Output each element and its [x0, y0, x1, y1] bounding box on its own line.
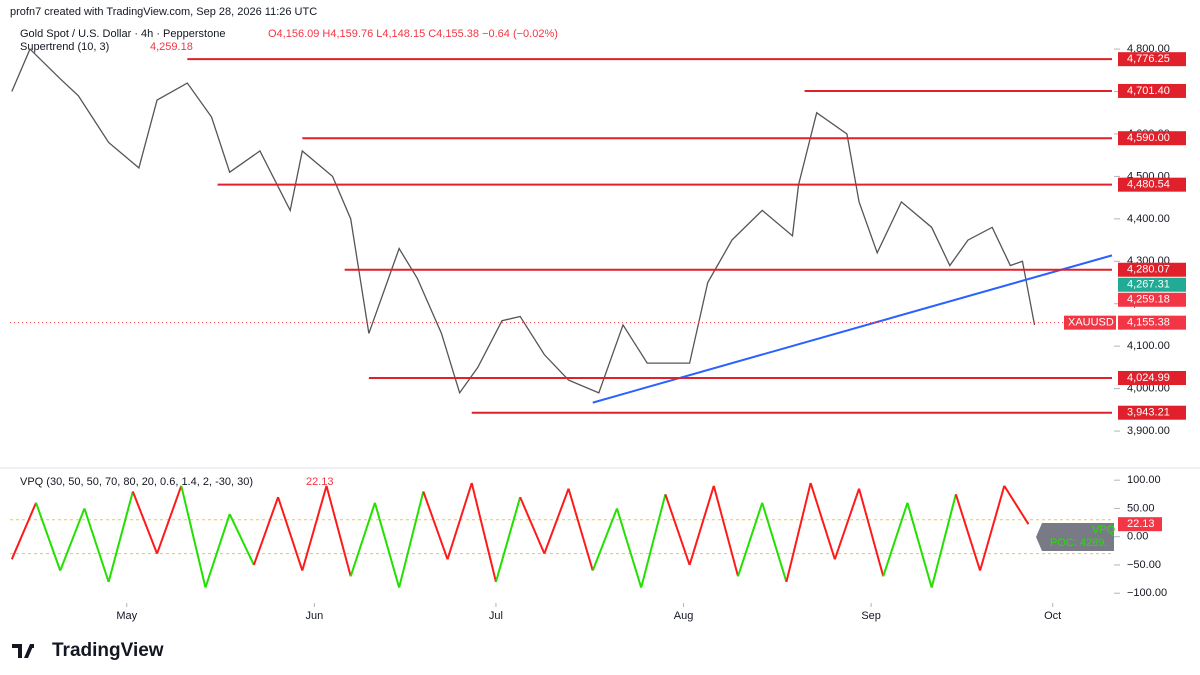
oscillator-segment: [470, 482, 497, 583]
oscillator-segment: [640, 494, 667, 588]
oscillator-segment: [398, 491, 425, 588]
y-tick-label: 4,000.00: [1127, 383, 1170, 395]
poc-label: POC: 4289.: [1050, 537, 1107, 549]
y-tick-label: −100.00: [1127, 587, 1167, 599]
price-tag-label: 4,267.31: [1127, 279, 1170, 291]
oscillator-segment: [131, 491, 158, 555]
oscillator-segment: [591, 508, 618, 571]
oscillator-segment: [979, 485, 1006, 571]
poc-tag: [1036, 523, 1114, 551]
price-tag: [1118, 405, 1186, 420]
indicator-current: 22.13: [306, 476, 334, 488]
price-tag: [1118, 177, 1186, 192]
y-tick-label: 100.00: [1127, 474, 1161, 486]
price-tag: [1118, 371, 1186, 386]
price-tag-label: 4,259.18: [1127, 294, 1170, 306]
price-tag: [1118, 315, 1186, 330]
oscillator-segment: [494, 496, 522, 583]
price-tag-label: 4,776.25: [1127, 53, 1170, 65]
current-tag-label: 22.13: [1127, 518, 1155, 530]
price-tag-label: 4,280.07: [1127, 264, 1170, 276]
logo-mark: [12, 644, 34, 658]
indicator-value: 4,259.18: [150, 41, 193, 53]
oscillator-segment: [228, 513, 255, 566]
price-tag-label: 4,024.99: [1127, 372, 1170, 384]
oscillator-segment: [180, 485, 207, 588]
oscillator-segment: [543, 488, 570, 555]
y-tick-label: 0.00: [1127, 531, 1148, 543]
symbol-tag-label: XAUUSD: [1068, 317, 1114, 329]
oscillator-segment: [349, 502, 376, 577]
oscillator-segment: [954, 494, 982, 571]
price-tag-label: 4,590.00: [1127, 132, 1170, 144]
oscillator-segment: [519, 496, 546, 555]
price-tag: [1118, 292, 1186, 307]
oscillator-segment: [882, 502, 909, 577]
x-tick-label: Sep: [861, 610, 881, 622]
oscillator-segment: [325, 485, 352, 577]
oscillator-segment: [301, 485, 328, 571]
oscillator-segment: [930, 494, 957, 588]
price-line: [11, 47, 1036, 395]
logo-text: TradingView: [52, 640, 164, 661]
price-tag-label: 4,701.40: [1127, 85, 1170, 97]
x-tick-label: Oct: [1044, 610, 1061, 622]
created-note: profn7 created with TradingView.com, Sep…: [10, 6, 317, 18]
y-tick-label: 50.00: [1127, 502, 1155, 514]
x-tick-label: Aug: [674, 610, 694, 622]
oscillator-segment: [10, 502, 37, 560]
oscillator-segment: [59, 508, 86, 571]
y-tick-label: −50.00: [1127, 559, 1161, 571]
price-tag: [1118, 52, 1186, 67]
oscillator-segment: [107, 491, 134, 583]
y-tick-label: 4,800.00: [1127, 43, 1170, 55]
price-tag: [1118, 131, 1186, 146]
oscillator-segment: [156, 485, 183, 554]
oscillator-segment: [712, 485, 739, 577]
oscillator-segment: [83, 508, 110, 583]
poc-name: VPQ: [1092, 524, 1116, 536]
indicator-name: Supertrend (10, 3): [20, 41, 109, 53]
price-tag-label: 4,480.54: [1127, 179, 1170, 191]
oscillator-segment: [616, 508, 643, 588]
oscillator-segment: [858, 488, 885, 577]
oscillator-segment: [1003, 485, 1030, 525]
oscillator-segment: [785, 482, 812, 583]
oscillator-segment: [204, 513, 231, 588]
y-tick-label: 3,900.00: [1127, 425, 1170, 437]
oscillator-segment: [35, 502, 62, 571]
oscillator-segment: [906, 502, 933, 588]
y-tick-label: 4,100.00: [1127, 340, 1170, 352]
oscillator-segment: [664, 493, 691, 566]
oscillator-segment: [446, 482, 473, 560]
oscillator-segment: [567, 488, 594, 571]
oscillator-segment: [809, 482, 836, 560]
oscillator-segment: [373, 502, 401, 588]
price-tag: [1118, 262, 1186, 277]
price-tag: [1118, 277, 1186, 292]
x-tick-label: Jun: [306, 610, 324, 622]
indicator-title: VPQ (30, 50, 50, 70, 80, 20, 0.6, 1.4, 2…: [20, 476, 253, 488]
oscillator-segment: [277, 496, 304, 571]
oscillator-segment: [422, 491, 449, 560]
oscillator-segment: [737, 502, 764, 577]
ohlc: O4,156.09 H4,159.76 L4,148.15 C4,155.38 …: [268, 28, 558, 40]
oscillator-segment: [833, 488, 860, 560]
symbol-tag: [1064, 315, 1116, 330]
current-tag: [1118, 517, 1162, 532]
price-tag-label: 4,155.38: [1127, 317, 1170, 329]
symbol: Gold Spot / U.S. Dollar · 4h · Peppersto…: [20, 28, 225, 40]
price-tag-label: 3,943.21: [1127, 407, 1170, 419]
price-tag: [1118, 83, 1186, 98]
x-tick-label: Jul: [489, 610, 503, 622]
oscillator-segment: [252, 496, 280, 566]
y-tick-label: 4,400.00: [1127, 213, 1170, 225]
oscillator-segment: [761, 502, 788, 583]
oscillator-segment: [688, 485, 715, 566]
x-tick-label: May: [116, 610, 137, 622]
